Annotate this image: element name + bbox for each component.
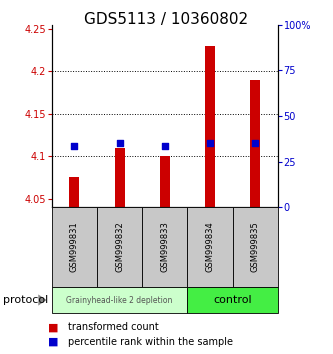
Text: GDS5113 / 10360802: GDS5113 / 10360802	[85, 12, 248, 27]
Point	[72, 143, 77, 149]
Bar	[69, 177, 79, 207]
Point	[253, 141, 258, 146]
Text: Grainyhead-like 2 depletion: Grainyhead-like 2 depletion	[66, 296, 173, 304]
Text: GSM999832: GSM999832	[115, 222, 124, 272]
Point	[207, 141, 213, 146]
Text: control: control	[213, 295, 252, 305]
Polygon shape	[38, 295, 47, 306]
Bar	[160, 156, 170, 207]
Bar	[205, 46, 215, 207]
Point	[162, 143, 167, 149]
Text: GSM999831: GSM999831	[70, 222, 79, 272]
Point	[117, 140, 122, 145]
Bar	[115, 148, 125, 207]
Text: ■: ■	[48, 322, 59, 332]
Text: protocol: protocol	[3, 295, 49, 305]
Text: GSM999834: GSM999834	[205, 222, 215, 272]
Text: ■: ■	[48, 337, 59, 347]
Text: percentile rank within the sample: percentile rank within the sample	[68, 337, 233, 347]
Text: GSM999835: GSM999835	[251, 222, 260, 272]
Text: transformed count: transformed count	[68, 322, 159, 332]
Bar	[250, 80, 260, 207]
Text: GSM999833: GSM999833	[160, 222, 169, 272]
